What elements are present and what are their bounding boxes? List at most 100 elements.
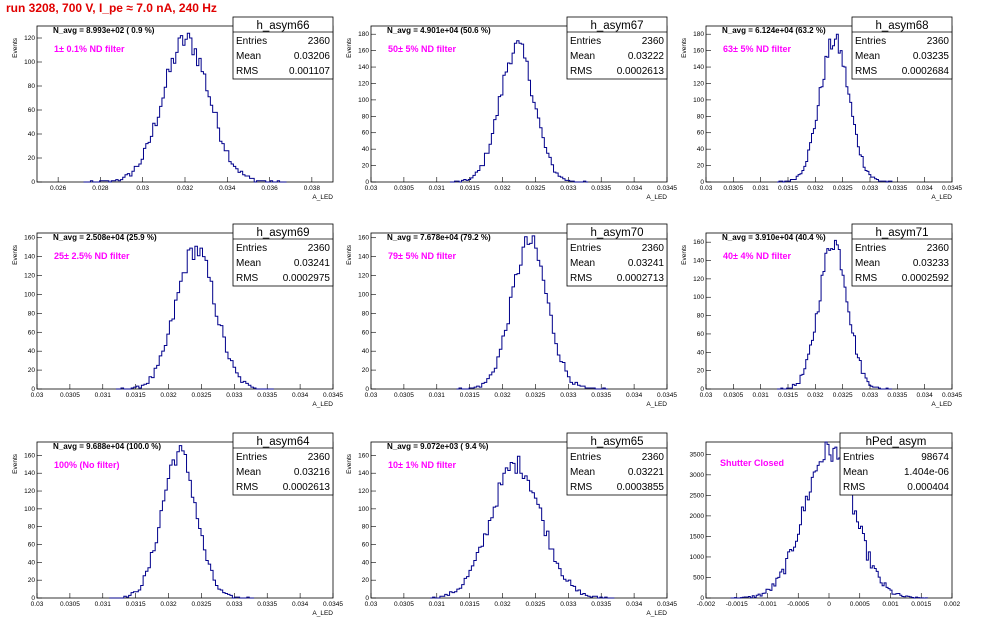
stats-rms-label: RMS	[843, 482, 866, 493]
stats-mean-label: Mean	[236, 467, 261, 478]
x-tick-label: 0.033	[226, 392, 243, 399]
stats-entries-label: Entries	[855, 243, 886, 254]
stats-rms-value: 0.0002613	[283, 482, 331, 493]
y-tick-label: 140	[693, 258, 704, 265]
y-axis-label: Events	[12, 453, 19, 474]
x-tick-label: 0.0345	[657, 392, 677, 399]
x-tick-label: 0.0305	[60, 392, 80, 399]
stats-entries-label: Entries	[570, 243, 601, 254]
x-tick-label: 0.03	[700, 185, 713, 192]
histogram-line	[777, 33, 893, 183]
stats-rms-label: RMS	[570, 273, 593, 284]
x-axis-label: A_LED	[646, 194, 667, 201]
filter-annotation: 100% (No filter)	[54, 460, 120, 470]
x-tick-label: 0.034	[292, 601, 309, 608]
stats-rms-value: 0.0002713	[617, 273, 665, 284]
y-axis-label: Events	[681, 244, 688, 265]
y-tick-label: 140	[693, 64, 704, 71]
stats-mean-value: 0.03222	[628, 51, 665, 62]
n-avg-annotation: N_avg = 4.901e+04 (50.6 %)	[387, 26, 491, 35]
x-tick-label: 0.0325	[525, 185, 545, 192]
n-avg-annotation: N_avg = 8.993e+02 ( 0.9 %)	[53, 26, 155, 35]
stats-rms-label: RMS	[570, 482, 593, 493]
x-tick-label: 0	[827, 601, 831, 608]
y-tick-label: 100	[358, 506, 369, 513]
x-tick-label: 0.0325	[191, 601, 211, 608]
stats-histogram-name: h_asym67	[590, 20, 643, 32]
filter-annotation: 50± 5% ND filter	[388, 44, 456, 54]
y-tick-label: 40	[28, 348, 36, 355]
y-tick-label: 60	[362, 542, 370, 549]
stats-mean-value: 0.03216	[294, 467, 331, 478]
x-tick-label: 0.0345	[657, 185, 677, 192]
x-tick-label: 0.0335	[591, 185, 611, 192]
histogram-line	[115, 245, 274, 390]
stats-mean-label: Mean	[855, 51, 880, 62]
stats-box	[566, 432, 668, 496]
plot-frame	[370, 232, 668, 390]
histogram-panel-h_asym68: 0 20 40 60 80 100 120 140 160 180 0.03 0.0305 0.031 0…	[681, 16, 962, 201]
histogram-panel-h_asym66: 0 20 40 60 80 100 120 0.026 0.028 0.03 0.032 0.034 0…	[12, 16, 334, 201]
stats-rms-label: RMS	[236, 273, 259, 284]
y-tick-label: 160	[24, 452, 35, 459]
stats-histogram-name: h_asym71	[875, 227, 928, 239]
stats-entries-value: 2360	[927, 243, 950, 254]
y-tick-label: 40	[697, 349, 705, 356]
n-avg-annotation: N_avg = 9.688e+04 (100.0 %)	[53, 442, 161, 451]
x-tick-label: 0.031	[429, 185, 446, 192]
stats-entries-value: 2360	[642, 36, 665, 47]
y-tick-label: 3500	[690, 451, 705, 458]
plot-frame	[36, 232, 334, 390]
x-tick-label: 0.0335	[591, 601, 611, 608]
x-tick-label: 0.031	[429, 392, 446, 399]
y-tick-label: 160	[693, 239, 704, 246]
y-tick-label: 0	[700, 595, 704, 602]
filter-annotation: 40± 4% ND filter	[723, 251, 791, 261]
filter-annotation: 10± 1% ND filter	[388, 460, 456, 470]
n-avg-annotation: N_avg = 2.508e+04 (25.9 %)	[53, 233, 157, 242]
y-tick-label: 0	[31, 595, 35, 602]
y-tick-label: 0	[365, 179, 369, 186]
x-tick-label: 0.032	[494, 601, 511, 608]
x-tick-label: 0.0335	[257, 601, 277, 608]
y-axis-label: Events	[681, 37, 688, 58]
x-tick-label: 0.033	[560, 601, 577, 608]
y-tick-label: 20	[697, 163, 705, 170]
x-tick-label: 0.031	[95, 601, 112, 608]
y-tick-label: 60	[28, 329, 36, 336]
histogram-line	[109, 445, 255, 599]
filter-annotation: 63± 5% ND filter	[723, 44, 791, 54]
x-tick-label: 0.0305	[394, 601, 414, 608]
y-tick-label: 100	[693, 97, 704, 104]
x-tick-label: 0.0335	[257, 392, 277, 399]
filter-annotation: 25± 2.5% ND filter	[54, 251, 130, 261]
x-tick-label: -0.0015	[726, 601, 748, 608]
x-tick-label: 0.0315	[460, 185, 480, 192]
y-tick-label: 140	[358, 64, 369, 71]
y-tick-label: 160	[358, 48, 369, 55]
histogram-panel-h_asym69: 0 20 40 60 80 100 120 140 160 0.03 0.0305 0.031 0.03…	[12, 223, 343, 408]
y-tick-label: 3000	[690, 472, 705, 479]
y-tick-label: 120	[24, 488, 35, 495]
x-tick-label: 0.031	[753, 392, 770, 399]
y-tick-label: 100	[24, 506, 35, 513]
x-tick-label: 0.03	[136, 185, 149, 192]
y-axis-label: Events	[12, 37, 19, 58]
x-tick-label: 0.0315	[460, 601, 480, 608]
x-tick-label: 0.0345	[942, 185, 962, 192]
stats-rms-value: 0.0002975	[283, 273, 331, 284]
x-tick-label: -0.002	[697, 601, 716, 608]
stats-mean-label: Mean	[855, 258, 880, 269]
n-avg-annotation: N_avg = 7.678e+04 (79.2 %)	[387, 233, 491, 242]
histogram-line	[83, 32, 287, 183]
stats-rms-label: RMS	[855, 273, 878, 284]
x-tick-label: 0.031	[753, 185, 770, 192]
x-tick-label: 0.0305	[723, 392, 743, 399]
stats-mean-value: 0.03206	[294, 51, 331, 62]
x-axis-label: A_LED	[312, 610, 333, 617]
y-tick-label: 40	[697, 146, 705, 153]
y-tick-label: 1000	[690, 554, 705, 561]
y-tick-label: 20	[362, 163, 370, 170]
stats-box	[232, 432, 334, 496]
x-tick-label: 0.031	[429, 601, 446, 608]
